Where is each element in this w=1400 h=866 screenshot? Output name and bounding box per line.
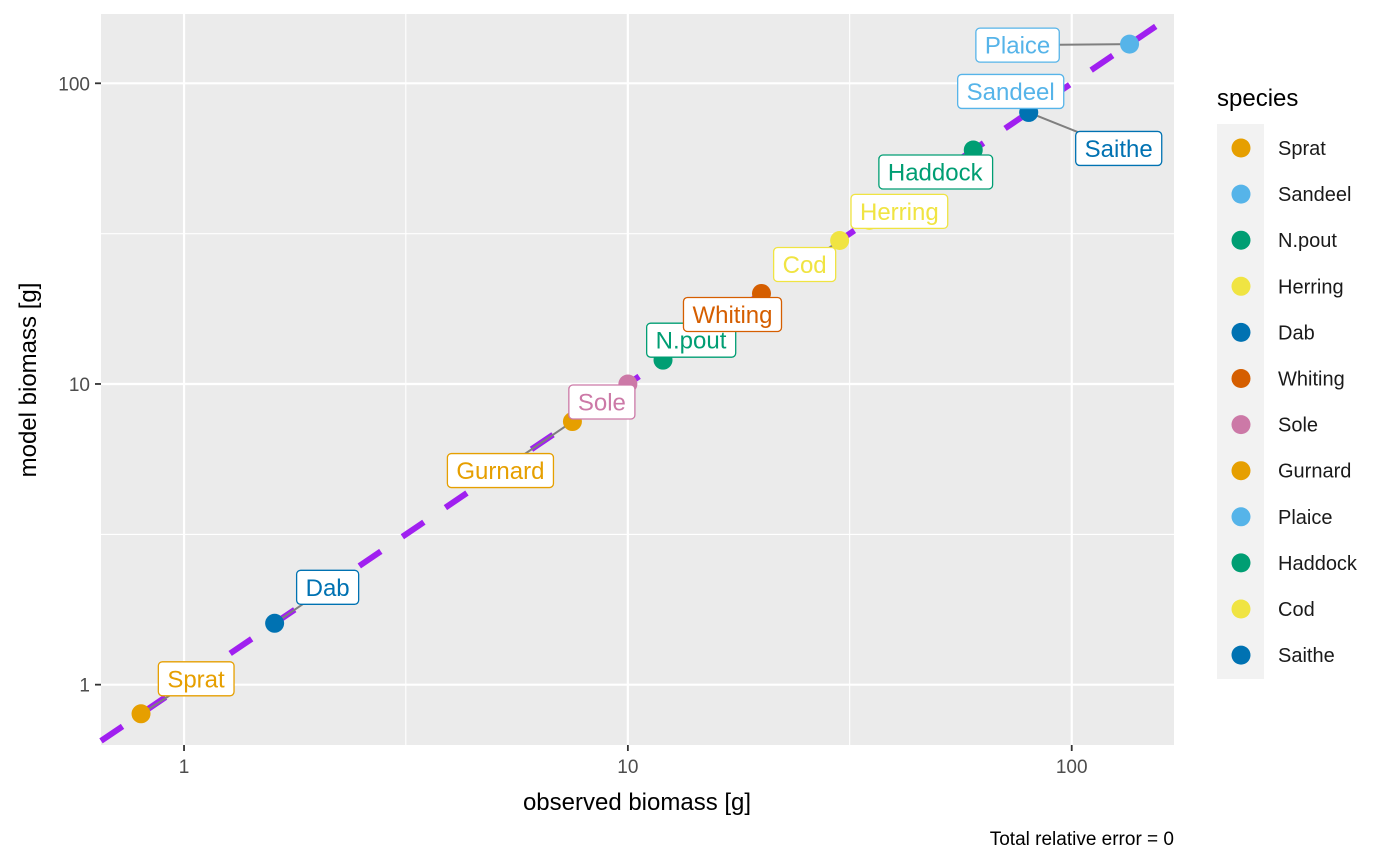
point-label-haddock: Haddock bbox=[878, 154, 994, 190]
legend-label-sole: Sole bbox=[1278, 415, 1318, 437]
data-point-cod bbox=[830, 231, 850, 251]
label-box bbox=[157, 661, 235, 697]
legend-label-haddock: Haddock bbox=[1278, 553, 1358, 575]
x-tick-label: 10 bbox=[617, 757, 638, 778]
legend-label-plaice: Plaice bbox=[1278, 507, 1332, 529]
data-point-dab bbox=[265, 613, 285, 633]
point-label-sprat: Sprat bbox=[157, 661, 235, 697]
y-tick-label: 10 bbox=[69, 375, 90, 396]
label-text: N.pout bbox=[656, 328, 727, 355]
legend-key-saithe bbox=[1231, 645, 1251, 665]
legend-label-whiting: Whiting bbox=[1278, 369, 1345, 391]
axes: 1 10 100 1 10 100 bbox=[58, 74, 1087, 778]
point-label-saithe: Saithe bbox=[1075, 130, 1163, 167]
legend-title: species bbox=[1217, 85, 1298, 112]
label-box bbox=[682, 296, 783, 333]
point-label-plaice: Plaice bbox=[975, 27, 1060, 63]
legend-key-npout bbox=[1231, 230, 1251, 250]
legend-label-gurnard: Gurnard bbox=[1278, 461, 1351, 483]
label-box bbox=[975, 27, 1060, 63]
legend-key-haddock bbox=[1231, 553, 1251, 573]
label-text: Saithe bbox=[1085, 136, 1153, 163]
legend-items: Sprat Sandeel N.pout Herring Dab Whiting Sole G… bbox=[1231, 138, 1358, 667]
label-box bbox=[957, 73, 1065, 110]
y-tick-label: 1 bbox=[79, 676, 90, 697]
label-text: Sprat bbox=[167, 666, 225, 693]
caption: Total relative error = 0 bbox=[990, 829, 1174, 850]
label-text: Herring bbox=[860, 199, 939, 226]
legend-key-whiting bbox=[1231, 369, 1251, 388]
legend: species Sprat Sandeel N.pout Herring Dab Whit… bbox=[1217, 85, 1358, 679]
legend-key-plaice bbox=[1231, 507, 1251, 527]
legend-label-npout: N.pout bbox=[1278, 230, 1337, 252]
legend-key-sandeel bbox=[1231, 184, 1251, 204]
legend-key-sprat bbox=[1231, 138, 1251, 158]
label-box bbox=[850, 193, 949, 230]
point-label-sandeel: Sandeel bbox=[957, 73, 1065, 110]
label-text: Sandeel bbox=[967, 79, 1055, 106]
label-text: Plaice bbox=[985, 33, 1050, 60]
data-point-sprat bbox=[131, 704, 151, 724]
legend-key-gurnard bbox=[1231, 461, 1251, 481]
point-label-cod: Cod bbox=[772, 246, 837, 283]
x-tick-label: 100 bbox=[1056, 757, 1088, 778]
label-box bbox=[295, 569, 360, 605]
point-label-gurnard: Gurnard bbox=[446, 452, 555, 489]
legend-label-sprat: Sprat bbox=[1278, 138, 1326, 160]
label-box bbox=[878, 154, 994, 190]
data-point-plaice bbox=[1120, 34, 1140, 54]
legend-label-saithe: Saithe bbox=[1278, 645, 1335, 667]
y-tick-label: 100 bbox=[58, 74, 90, 95]
legend-key-sole bbox=[1231, 415, 1251, 435]
label-box bbox=[568, 384, 636, 420]
label-text: Haddock bbox=[888, 159, 984, 186]
label-box bbox=[772, 246, 837, 283]
point-label-whiting: Whiting bbox=[682, 296, 783, 333]
label-text: Cod bbox=[783, 252, 827, 279]
y-axis-title: model biomass [g] bbox=[15, 283, 42, 478]
legend-label-dab: Dab bbox=[1278, 322, 1315, 344]
legend-key-dab bbox=[1231, 322, 1251, 342]
label-text: Dab bbox=[306, 575, 350, 602]
label-box bbox=[446, 452, 555, 489]
x-tick-label: 1 bbox=[179, 757, 190, 778]
label-box bbox=[1075, 130, 1163, 167]
x-axis-title: observed biomass [g] bbox=[523, 789, 751, 816]
legend-label-cod: Cod bbox=[1278, 599, 1315, 621]
label-text: Sole bbox=[578, 389, 626, 416]
point-label-dab: Dab bbox=[295, 569, 360, 605]
point-label-sole: Sole bbox=[568, 384, 636, 420]
legend-label-sandeel: Sandeel bbox=[1278, 184, 1351, 206]
legend-label-herring: Herring bbox=[1278, 276, 1344, 298]
legend-key-background bbox=[1217, 124, 1264, 679]
label-text: Gurnard bbox=[456, 458, 544, 485]
point-label-herring: Herring bbox=[850, 193, 949, 230]
legend-key-cod bbox=[1231, 599, 1251, 619]
label-text: Whiting bbox=[692, 302, 772, 329]
legend-key-herring bbox=[1231, 276, 1251, 296]
point-labels: Sprat Sandeel N.pout Herring Dab Whiting Sole G… bbox=[157, 27, 1163, 697]
